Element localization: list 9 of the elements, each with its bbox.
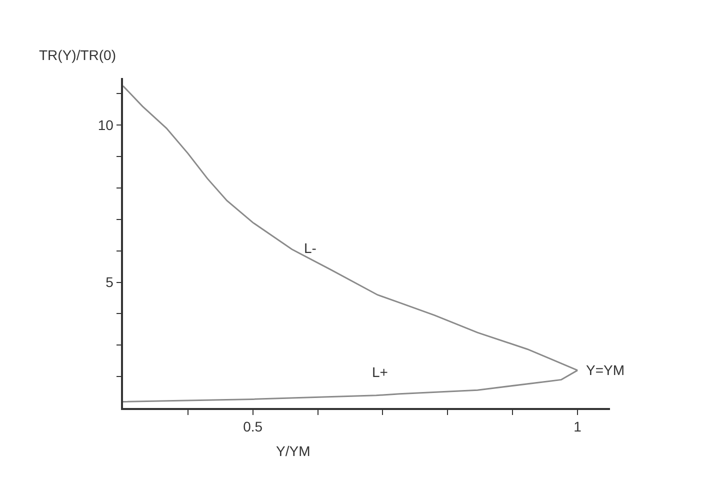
y-tick-label: 10 [98,117,114,134]
x-tick-label: 1 [574,418,582,435]
y-axis-title: TR(Y)/TR(0) [39,47,116,63]
y-tick-label: 5 [106,274,114,290]
series-label: L+ [372,364,388,380]
annotation: Y=YM [586,362,625,378]
x-tick-label: 0.5 [243,418,263,435]
series-label: L- [304,240,317,256]
x-axis-title: Y/YM [276,443,310,459]
